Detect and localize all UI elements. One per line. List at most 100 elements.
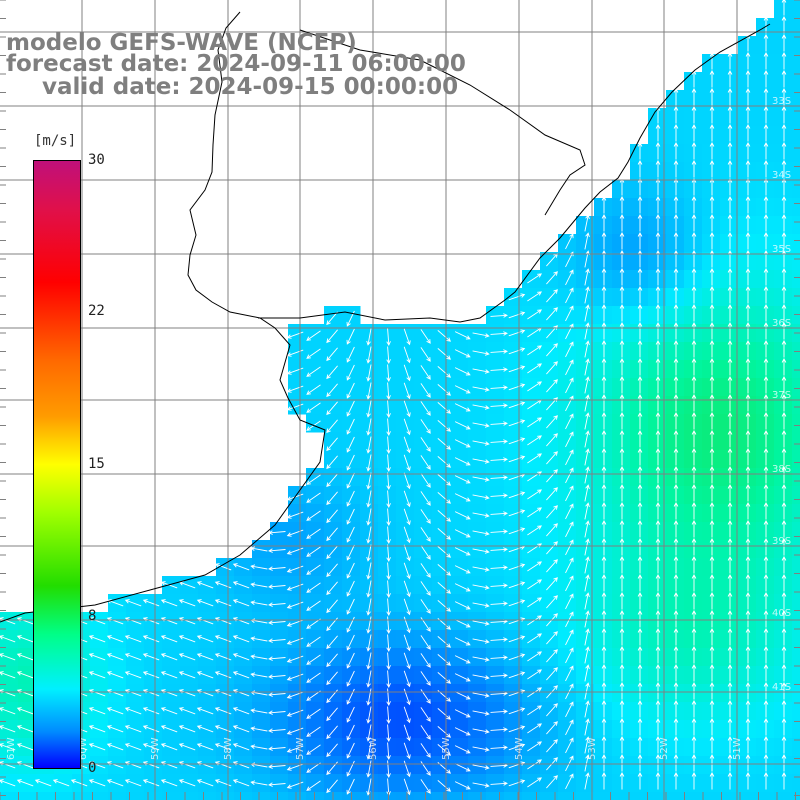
field-cell bbox=[576, 684, 595, 703]
wind-arrow bbox=[454, 403, 471, 412]
field-cell bbox=[486, 648, 505, 667]
wind-arrow bbox=[88, 635, 106, 643]
field-cell bbox=[594, 612, 613, 631]
field-cell bbox=[360, 432, 379, 451]
field-cell bbox=[630, 450, 649, 469]
field-cell bbox=[342, 360, 361, 379]
field-cell bbox=[684, 468, 703, 487]
wind-arrow bbox=[527, 651, 543, 662]
field-cell bbox=[522, 396, 541, 415]
field-cell bbox=[504, 792, 523, 800]
wind-arrow bbox=[763, 52, 769, 70]
field-cell bbox=[252, 558, 271, 577]
wind-arrow bbox=[655, 340, 661, 358]
field-cell bbox=[630, 522, 649, 541]
field-cell bbox=[666, 450, 685, 469]
field-cell bbox=[720, 738, 739, 757]
wind-arrow bbox=[546, 541, 558, 555]
wind-arrow bbox=[584, 412, 590, 430]
field-cell bbox=[486, 774, 505, 793]
wind-arrow bbox=[763, 304, 769, 322]
wind-arrow bbox=[655, 394, 661, 412]
wind-arrow bbox=[673, 106, 679, 124]
longitude-label: 60W bbox=[78, 737, 89, 760]
field-cell bbox=[540, 576, 559, 595]
field-cell bbox=[612, 630, 631, 649]
field-cell bbox=[774, 720, 793, 739]
field-cell bbox=[648, 738, 667, 757]
wind-arrow bbox=[781, 754, 787, 772]
field-cell bbox=[666, 522, 685, 541]
wind-arrow bbox=[637, 502, 643, 520]
wind-arrow bbox=[52, 779, 70, 787]
field-cell bbox=[378, 414, 397, 433]
wind-arrow bbox=[546, 487, 558, 501]
field-cell bbox=[774, 36, 793, 55]
wind-arrow bbox=[403, 670, 411, 688]
wind-arrow bbox=[268, 692, 286, 697]
wind-arrow bbox=[709, 106, 715, 124]
wind-arrow bbox=[691, 574, 697, 592]
wind-arrow bbox=[673, 322, 679, 340]
field-cell bbox=[396, 396, 415, 415]
wind-arrow bbox=[727, 466, 733, 484]
field-cell bbox=[576, 666, 595, 685]
field-cell bbox=[468, 666, 487, 685]
field-cell bbox=[576, 486, 595, 505]
wind-arrow bbox=[250, 672, 268, 678]
wind-arrow bbox=[781, 304, 787, 322]
wind-arrow bbox=[346, 328, 355, 345]
field-cell bbox=[792, 702, 800, 721]
field-cell bbox=[576, 738, 595, 757]
field-cell bbox=[648, 792, 667, 800]
field-cell bbox=[504, 630, 523, 649]
field-cell bbox=[324, 396, 343, 415]
field-cell bbox=[612, 684, 631, 703]
wind-arrow bbox=[472, 584, 490, 590]
field-cell bbox=[378, 756, 397, 775]
field-cell bbox=[504, 558, 523, 577]
wind-arrow bbox=[781, 556, 787, 574]
field-cell bbox=[648, 198, 667, 217]
field-cell bbox=[648, 108, 667, 127]
field-cell bbox=[774, 702, 793, 721]
field-cell bbox=[504, 288, 523, 307]
field-cell bbox=[648, 486, 667, 505]
wind-arrow bbox=[326, 419, 338, 434]
field-cell bbox=[774, 108, 793, 127]
wind-arrow bbox=[366, 634, 372, 652]
wind-arrow bbox=[781, 358, 787, 376]
field-cell bbox=[486, 342, 505, 361]
wind-arrow bbox=[565, 737, 574, 754]
wind-arrow bbox=[454, 457, 471, 466]
wind-arrow bbox=[781, 682, 787, 700]
wind-arrow bbox=[727, 142, 733, 160]
field-cell bbox=[630, 612, 649, 631]
wind-arrow bbox=[565, 485, 574, 502]
wind-arrow bbox=[637, 394, 643, 412]
field-cell bbox=[306, 792, 325, 800]
wind-arrow bbox=[619, 376, 625, 394]
field-cell bbox=[702, 666, 721, 685]
field-cell bbox=[612, 504, 631, 523]
field-cell bbox=[612, 576, 631, 595]
wind-arrow bbox=[437, 582, 452, 594]
field-cell bbox=[738, 522, 757, 541]
wind-arrow bbox=[691, 718, 697, 736]
wind-arrow bbox=[250, 708, 268, 714]
wind-arrow bbox=[214, 635, 232, 643]
field-cell bbox=[612, 558, 631, 577]
wind-arrow bbox=[546, 361, 558, 375]
wind-arrow bbox=[709, 70, 715, 88]
field-cell bbox=[468, 324, 487, 343]
wind-arrow bbox=[160, 725, 178, 733]
field-cell bbox=[540, 432, 559, 451]
wind-arrow bbox=[508, 455, 526, 463]
field-cell bbox=[324, 738, 343, 757]
wind-arrow bbox=[472, 494, 490, 500]
wind-arrow bbox=[565, 629, 574, 646]
field-cell bbox=[360, 612, 379, 631]
wind-arrow bbox=[346, 724, 355, 741]
wind-arrow bbox=[691, 754, 697, 772]
wind-arrow bbox=[565, 719, 574, 736]
